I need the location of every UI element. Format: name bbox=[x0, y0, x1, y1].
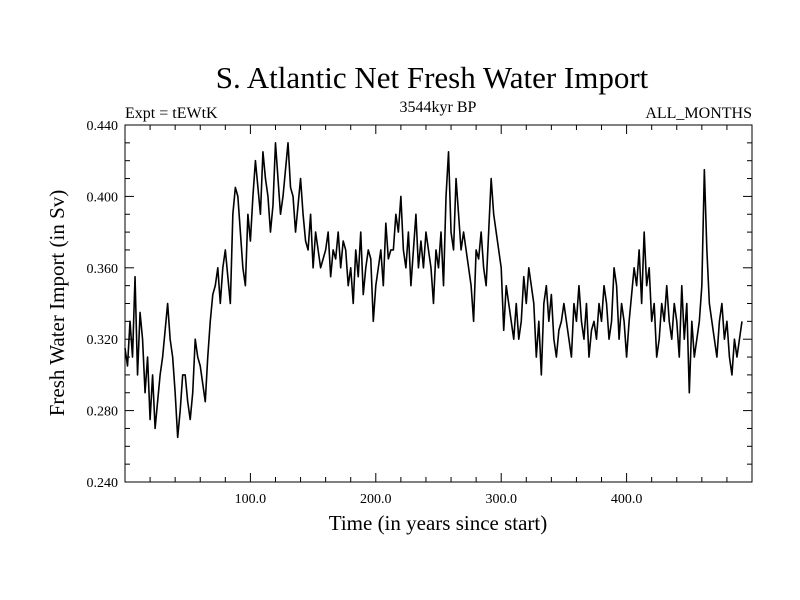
x-axis-label: Time (in years since start) bbox=[329, 511, 548, 535]
x-tick-label: 300.0 bbox=[485, 492, 517, 507]
y-axis-label: Fresh Water Import (in Sv) bbox=[45, 190, 69, 417]
y-tick-label: 0.360 bbox=[87, 262, 119, 277]
time-period-label: 3544kyr BP bbox=[400, 99, 477, 116]
y-tick-label: 0.400 bbox=[87, 190, 119, 205]
y-tick-label: 0.280 bbox=[87, 405, 119, 420]
plot-frame bbox=[124, 124, 753, 483]
x-tick-label: 400.0 bbox=[611, 492, 643, 507]
fresh-water-import-line bbox=[124, 142, 743, 439]
chart-title: S. Atlantic Net Fresh Water Import bbox=[216, 60, 649, 95]
y-axis: 0.240 0.280 0.320 0.360 0.400 0.440 bbox=[87, 119, 752, 491]
x-axis: 100.0 200.0 300.0 400.0 bbox=[149, 125, 728, 507]
experiment-label: Expt = tEWtK bbox=[125, 105, 218, 122]
y-tick-label: 0.440 bbox=[87, 119, 119, 134]
x-tick-label: 100.0 bbox=[235, 492, 267, 507]
x-tick-label: 200.0 bbox=[360, 492, 392, 507]
y-tick-label: 0.320 bbox=[87, 333, 119, 348]
months-label: ALL_MONTHS bbox=[645, 105, 752, 122]
y-tick-label: 0.240 bbox=[87, 476, 119, 491]
